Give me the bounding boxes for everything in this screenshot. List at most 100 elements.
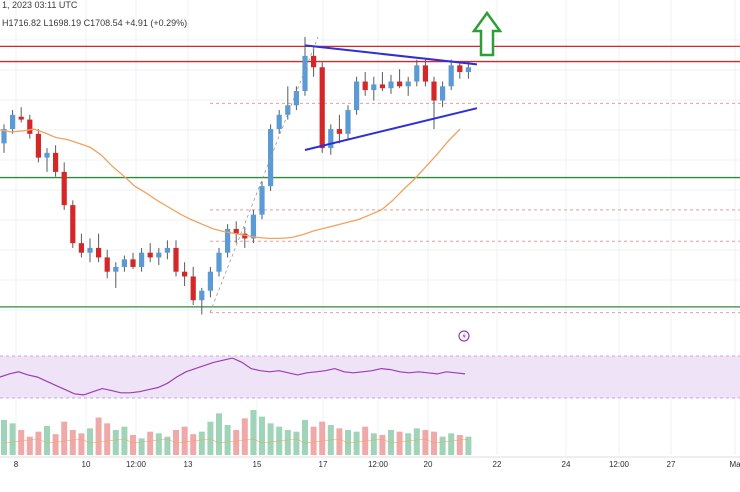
candle-body[interactable] <box>44 152 50 158</box>
candle[interactable] <box>61 162 67 210</box>
candle[interactable] <box>27 114 33 139</box>
candle[interactable] <box>371 76 377 101</box>
candle-body[interactable] <box>405 81 411 87</box>
candle-body[interactable] <box>448 65 454 87</box>
candlesticks[interactable] <box>1 36 471 315</box>
candle-body[interactable] <box>371 84 377 91</box>
candle-body[interactable] <box>113 266 119 272</box>
candle[interactable] <box>139 247 145 272</box>
candle-body[interactable] <box>96 247 102 258</box>
candle[interactable] <box>242 227 248 248</box>
candle-body[interactable] <box>397 81 403 87</box>
candle-body[interactable] <box>465 67 471 73</box>
candle-body[interactable] <box>422 65 428 82</box>
candle[interactable] <box>440 81 446 108</box>
candle[interactable] <box>225 224 231 258</box>
candle-body[interactable] <box>440 86 446 101</box>
candle-body[interactable] <box>207 271 213 291</box>
candle-body[interactable] <box>190 276 196 301</box>
candle-body[interactable] <box>61 171 67 206</box>
candle[interactable] <box>311 46 317 77</box>
candle[interactable] <box>379 72 385 92</box>
candle-body[interactable] <box>457 65 463 73</box>
candle-body[interactable] <box>311 55 317 68</box>
candle[interactable] <box>173 240 179 277</box>
candle-body[interactable] <box>225 228 231 253</box>
candle-body[interactable] <box>250 214 256 239</box>
candle-body[interactable] <box>319 67 325 149</box>
candle-body[interactable] <box>130 259 136 267</box>
candle-body[interactable] <box>18 116 24 120</box>
candle-body[interactable] <box>199 290 205 301</box>
candle[interactable] <box>18 107 24 123</box>
candle[interactable] <box>130 252 136 269</box>
candle[interactable] <box>422 59 428 87</box>
candle-body[interactable] <box>233 228 239 234</box>
candle-body[interactable] <box>302 55 308 92</box>
candle[interactable] <box>285 86 291 120</box>
candle[interactable] <box>362 72 368 96</box>
candle[interactable] <box>354 76 360 115</box>
candle[interactable] <box>414 59 420 87</box>
candle[interactable] <box>268 124 274 191</box>
candle-body[interactable] <box>27 119 33 134</box>
candle[interactable] <box>431 76 437 130</box>
candle-body[interactable] <box>414 65 420 82</box>
candle[interactable] <box>78 233 84 258</box>
candle-body[interactable] <box>121 259 127 267</box>
candle[interactable] <box>388 74 394 94</box>
candle[interactable] <box>293 86 299 111</box>
candle-body[interactable] <box>354 81 360 111</box>
candle[interactable] <box>345 105 351 139</box>
candle[interactable] <box>250 209 256 244</box>
candle[interactable] <box>397 69 403 89</box>
candle[interactable] <box>276 110 282 134</box>
candle[interactable] <box>104 249 110 279</box>
candle[interactable] <box>259 181 265 220</box>
candle-body[interactable] <box>259 186 265 215</box>
candle-body[interactable] <box>10 114 16 130</box>
candle-body[interactable] <box>242 233 248 239</box>
candle[interactable] <box>199 287 205 315</box>
candle[interactable] <box>147 243 153 263</box>
candle-body[interactable] <box>293 91 299 106</box>
candle[interactable] <box>35 129 41 163</box>
candle-body[interactable] <box>182 271 188 277</box>
candle[interactable] <box>216 247 222 277</box>
candle[interactable] <box>44 148 50 172</box>
candle[interactable] <box>113 262 119 288</box>
candle-body[interactable] <box>216 252 222 272</box>
candle[interactable] <box>448 59 454 91</box>
candle[interactable] <box>1 124 7 153</box>
candle-body[interactable] <box>276 114 282 130</box>
candle[interactable] <box>457 61 463 79</box>
candle[interactable] <box>182 262 188 286</box>
candle-body[interactable] <box>268 129 274 187</box>
candle-body[interactable] <box>285 105 291 115</box>
candle-body[interactable] <box>70 205 76 244</box>
candle[interactable] <box>10 110 16 134</box>
candle-body[interactable] <box>156 252 162 258</box>
candle-body[interactable] <box>388 81 394 89</box>
candle-body[interactable] <box>1 129 7 144</box>
candle[interactable] <box>233 221 239 244</box>
candle-body[interactable] <box>345 110 351 134</box>
candle[interactable] <box>164 240 170 260</box>
candle-body[interactable] <box>53 152 59 172</box>
candle[interactable] <box>96 233 102 263</box>
candle-body[interactable] <box>362 81 368 91</box>
candle-body[interactable] <box>139 252 145 267</box>
candle-body[interactable] <box>328 129 334 149</box>
candle[interactable] <box>70 200 76 248</box>
candle-body[interactable] <box>336 129 342 134</box>
candle-body[interactable] <box>379 84 385 89</box>
candle[interactable] <box>121 255 127 272</box>
candle[interactable] <box>302 36 308 96</box>
candle[interactable] <box>336 114 342 144</box>
candle[interactable] <box>328 124 334 155</box>
candle-body[interactable] <box>104 257 110 272</box>
candle-body[interactable] <box>35 133 41 158</box>
candle[interactable] <box>87 238 93 263</box>
candle-body[interactable] <box>78 243 84 253</box>
candle-body[interactable] <box>431 81 437 101</box>
